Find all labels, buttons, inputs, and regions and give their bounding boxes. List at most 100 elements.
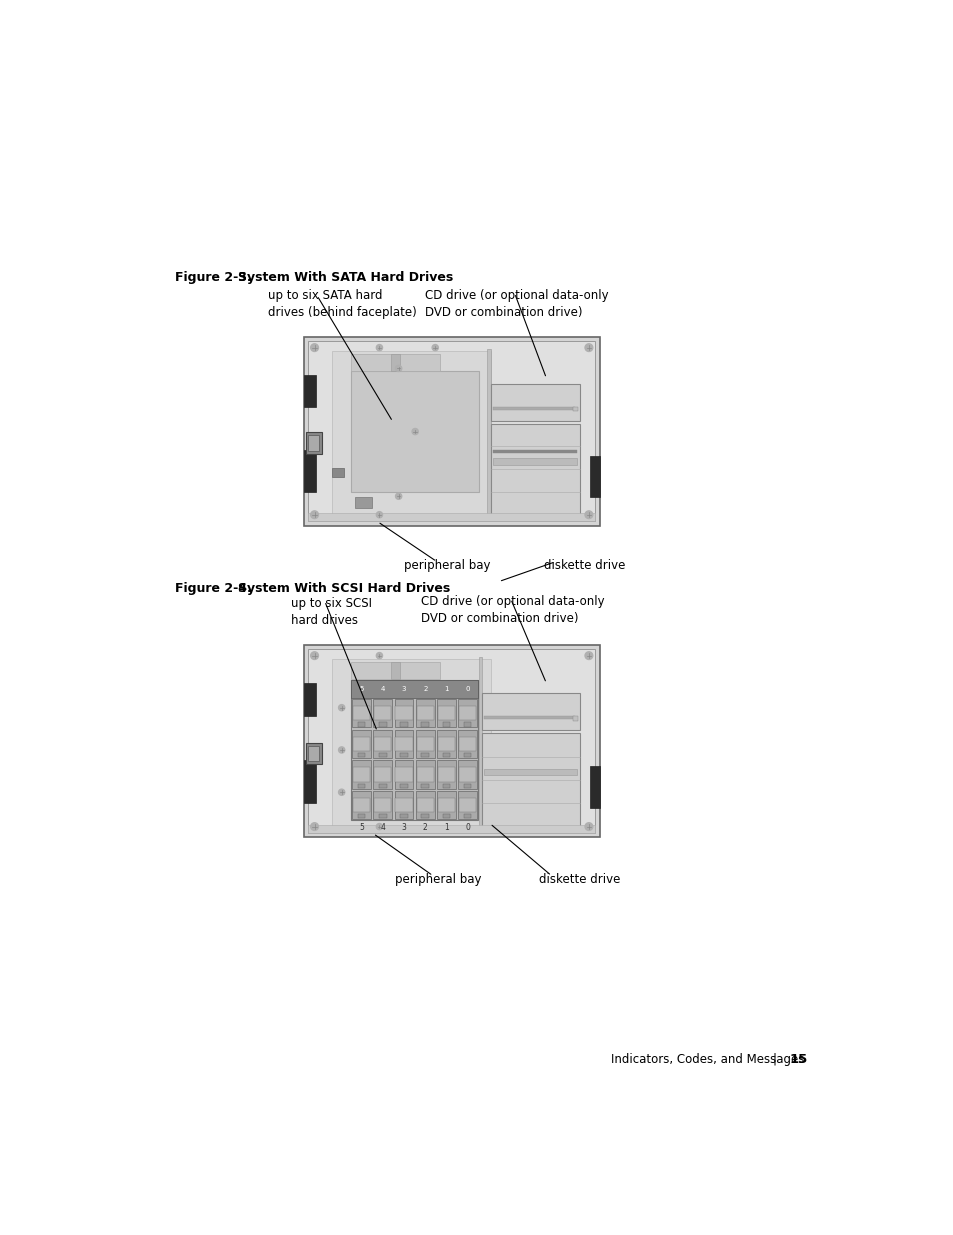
Bar <box>351 679 477 698</box>
Ellipse shape <box>338 747 344 753</box>
Bar <box>478 657 481 826</box>
Bar <box>378 753 386 757</box>
Bar <box>487 350 491 515</box>
Bar <box>351 662 439 679</box>
Bar <box>373 790 392 819</box>
Bar <box>437 706 455 720</box>
Bar <box>306 432 321 453</box>
Bar <box>416 798 434 813</box>
Bar <box>492 451 576 453</box>
Bar <box>352 730 371 758</box>
Bar <box>442 722 450 726</box>
Text: 1: 1 <box>444 685 448 692</box>
Text: 4: 4 <box>380 685 385 692</box>
Bar <box>458 706 476 720</box>
Ellipse shape <box>338 789 344 795</box>
Bar <box>374 798 391 813</box>
Bar <box>353 737 370 751</box>
Ellipse shape <box>311 823 318 830</box>
Bar <box>437 798 455 813</box>
Bar <box>373 699 392 727</box>
Bar <box>442 814 450 819</box>
Text: CD drive (or optional data-only
DVD or combination drive): CD drive (or optional data-only DVD or c… <box>425 289 608 319</box>
Bar <box>352 761 371 789</box>
Ellipse shape <box>432 345 437 351</box>
Text: up to six SCSI
hard drives: up to six SCSI hard drives <box>291 597 372 627</box>
Bar <box>400 783 407 788</box>
Text: diskette drive: diskette drive <box>543 559 624 572</box>
Text: |: | <box>771 1052 776 1066</box>
Text: Figure 2-3.: Figure 2-3. <box>174 270 252 284</box>
Bar <box>357 753 365 757</box>
Bar <box>437 767 455 782</box>
Bar <box>400 753 407 757</box>
Bar <box>463 722 471 726</box>
Bar <box>303 645 599 837</box>
Bar <box>395 798 413 813</box>
Bar <box>395 699 413 727</box>
Bar <box>395 737 413 751</box>
Bar <box>306 742 321 764</box>
Bar <box>492 406 575 410</box>
Bar <box>395 730 413 758</box>
Text: 1: 1 <box>443 823 448 832</box>
Bar <box>416 761 435 789</box>
Bar <box>395 706 413 720</box>
Bar <box>308 650 595 832</box>
Bar <box>353 798 370 813</box>
Bar <box>332 351 491 515</box>
Ellipse shape <box>338 705 344 711</box>
Bar <box>352 790 371 819</box>
Text: 0: 0 <box>465 823 470 832</box>
Ellipse shape <box>311 652 318 659</box>
Ellipse shape <box>584 823 592 830</box>
Bar <box>332 468 344 477</box>
Text: 4: 4 <box>380 823 385 832</box>
Bar <box>437 737 455 751</box>
Bar <box>357 814 365 819</box>
Bar <box>436 730 456 758</box>
Bar <box>421 753 429 757</box>
Text: 3: 3 <box>401 685 406 692</box>
Ellipse shape <box>375 824 382 830</box>
Text: 0: 0 <box>465 685 470 692</box>
Bar <box>395 790 413 819</box>
Text: 2: 2 <box>422 823 427 832</box>
Bar <box>395 767 413 782</box>
Text: System With SATA Hard Drives: System With SATA Hard Drives <box>237 270 453 284</box>
Bar <box>352 699 371 727</box>
Bar <box>481 734 579 826</box>
Bar <box>463 783 471 788</box>
Text: 3: 3 <box>401 823 406 832</box>
Bar <box>463 814 471 819</box>
Bar <box>332 658 491 826</box>
Ellipse shape <box>375 511 382 517</box>
Text: Figure 2-4.: Figure 2-4. <box>174 582 252 595</box>
Bar <box>373 730 392 758</box>
Bar <box>351 370 479 493</box>
Bar <box>308 746 319 761</box>
Ellipse shape <box>375 345 382 351</box>
Bar <box>353 706 370 720</box>
Bar <box>436 761 456 789</box>
Bar <box>491 384 579 421</box>
Ellipse shape <box>584 511 592 519</box>
Bar <box>351 353 439 370</box>
Bar <box>573 406 578 411</box>
Bar <box>416 737 434 751</box>
Ellipse shape <box>311 511 318 519</box>
Bar <box>391 353 400 370</box>
Text: up to six SATA hard
drives (behind faceplate): up to six SATA hard drives (behind facep… <box>268 289 416 319</box>
Bar <box>421 783 429 788</box>
Bar <box>457 730 476 758</box>
Bar <box>353 767 370 782</box>
Bar <box>373 761 392 789</box>
Bar <box>303 450 315 492</box>
Bar <box>457 790 476 819</box>
Bar <box>303 337 599 526</box>
Ellipse shape <box>375 652 382 658</box>
Bar <box>357 722 365 726</box>
Ellipse shape <box>412 429 417 435</box>
Bar <box>308 435 319 451</box>
Bar <box>357 783 365 788</box>
